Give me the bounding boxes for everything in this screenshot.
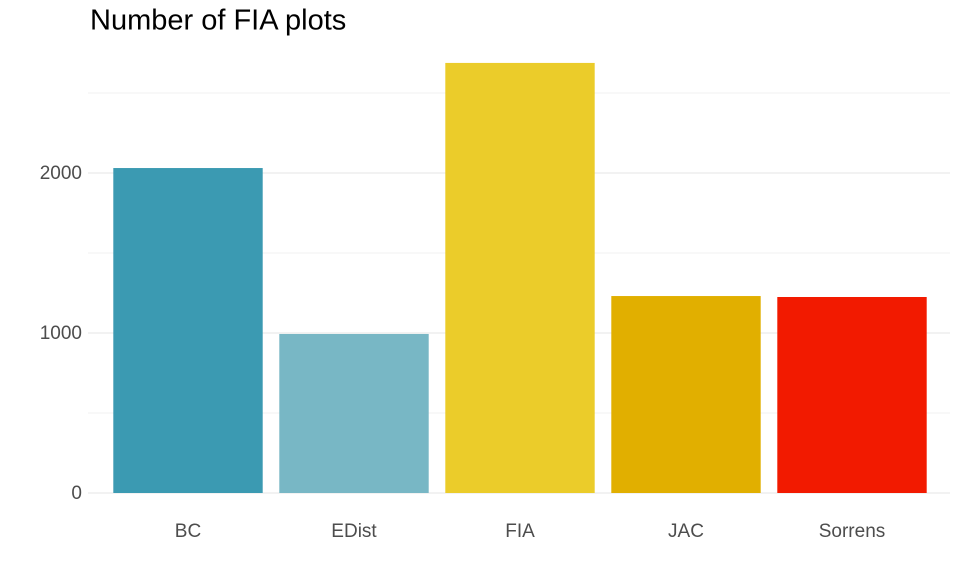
- x-tick-label: Sorrens: [819, 521, 886, 542]
- y-tick-label: 0: [71, 483, 82, 504]
- x-tick-label: EDist: [331, 521, 377, 542]
- x-tick-label: JAC: [668, 521, 704, 542]
- bar: [279, 333, 429, 493]
- y-tick-label: 2000: [40, 163, 82, 184]
- x-tick-label: FIA: [505, 521, 535, 542]
- y-tick-label: 1000: [40, 323, 82, 344]
- chart-title: Number of FIA plots: [90, 5, 346, 37]
- bar: [777, 297, 927, 493]
- bar: [611, 296, 761, 493]
- x-tick-label: BC: [175, 521, 201, 542]
- bar: [445, 62, 595, 494]
- bar: [113, 168, 263, 494]
